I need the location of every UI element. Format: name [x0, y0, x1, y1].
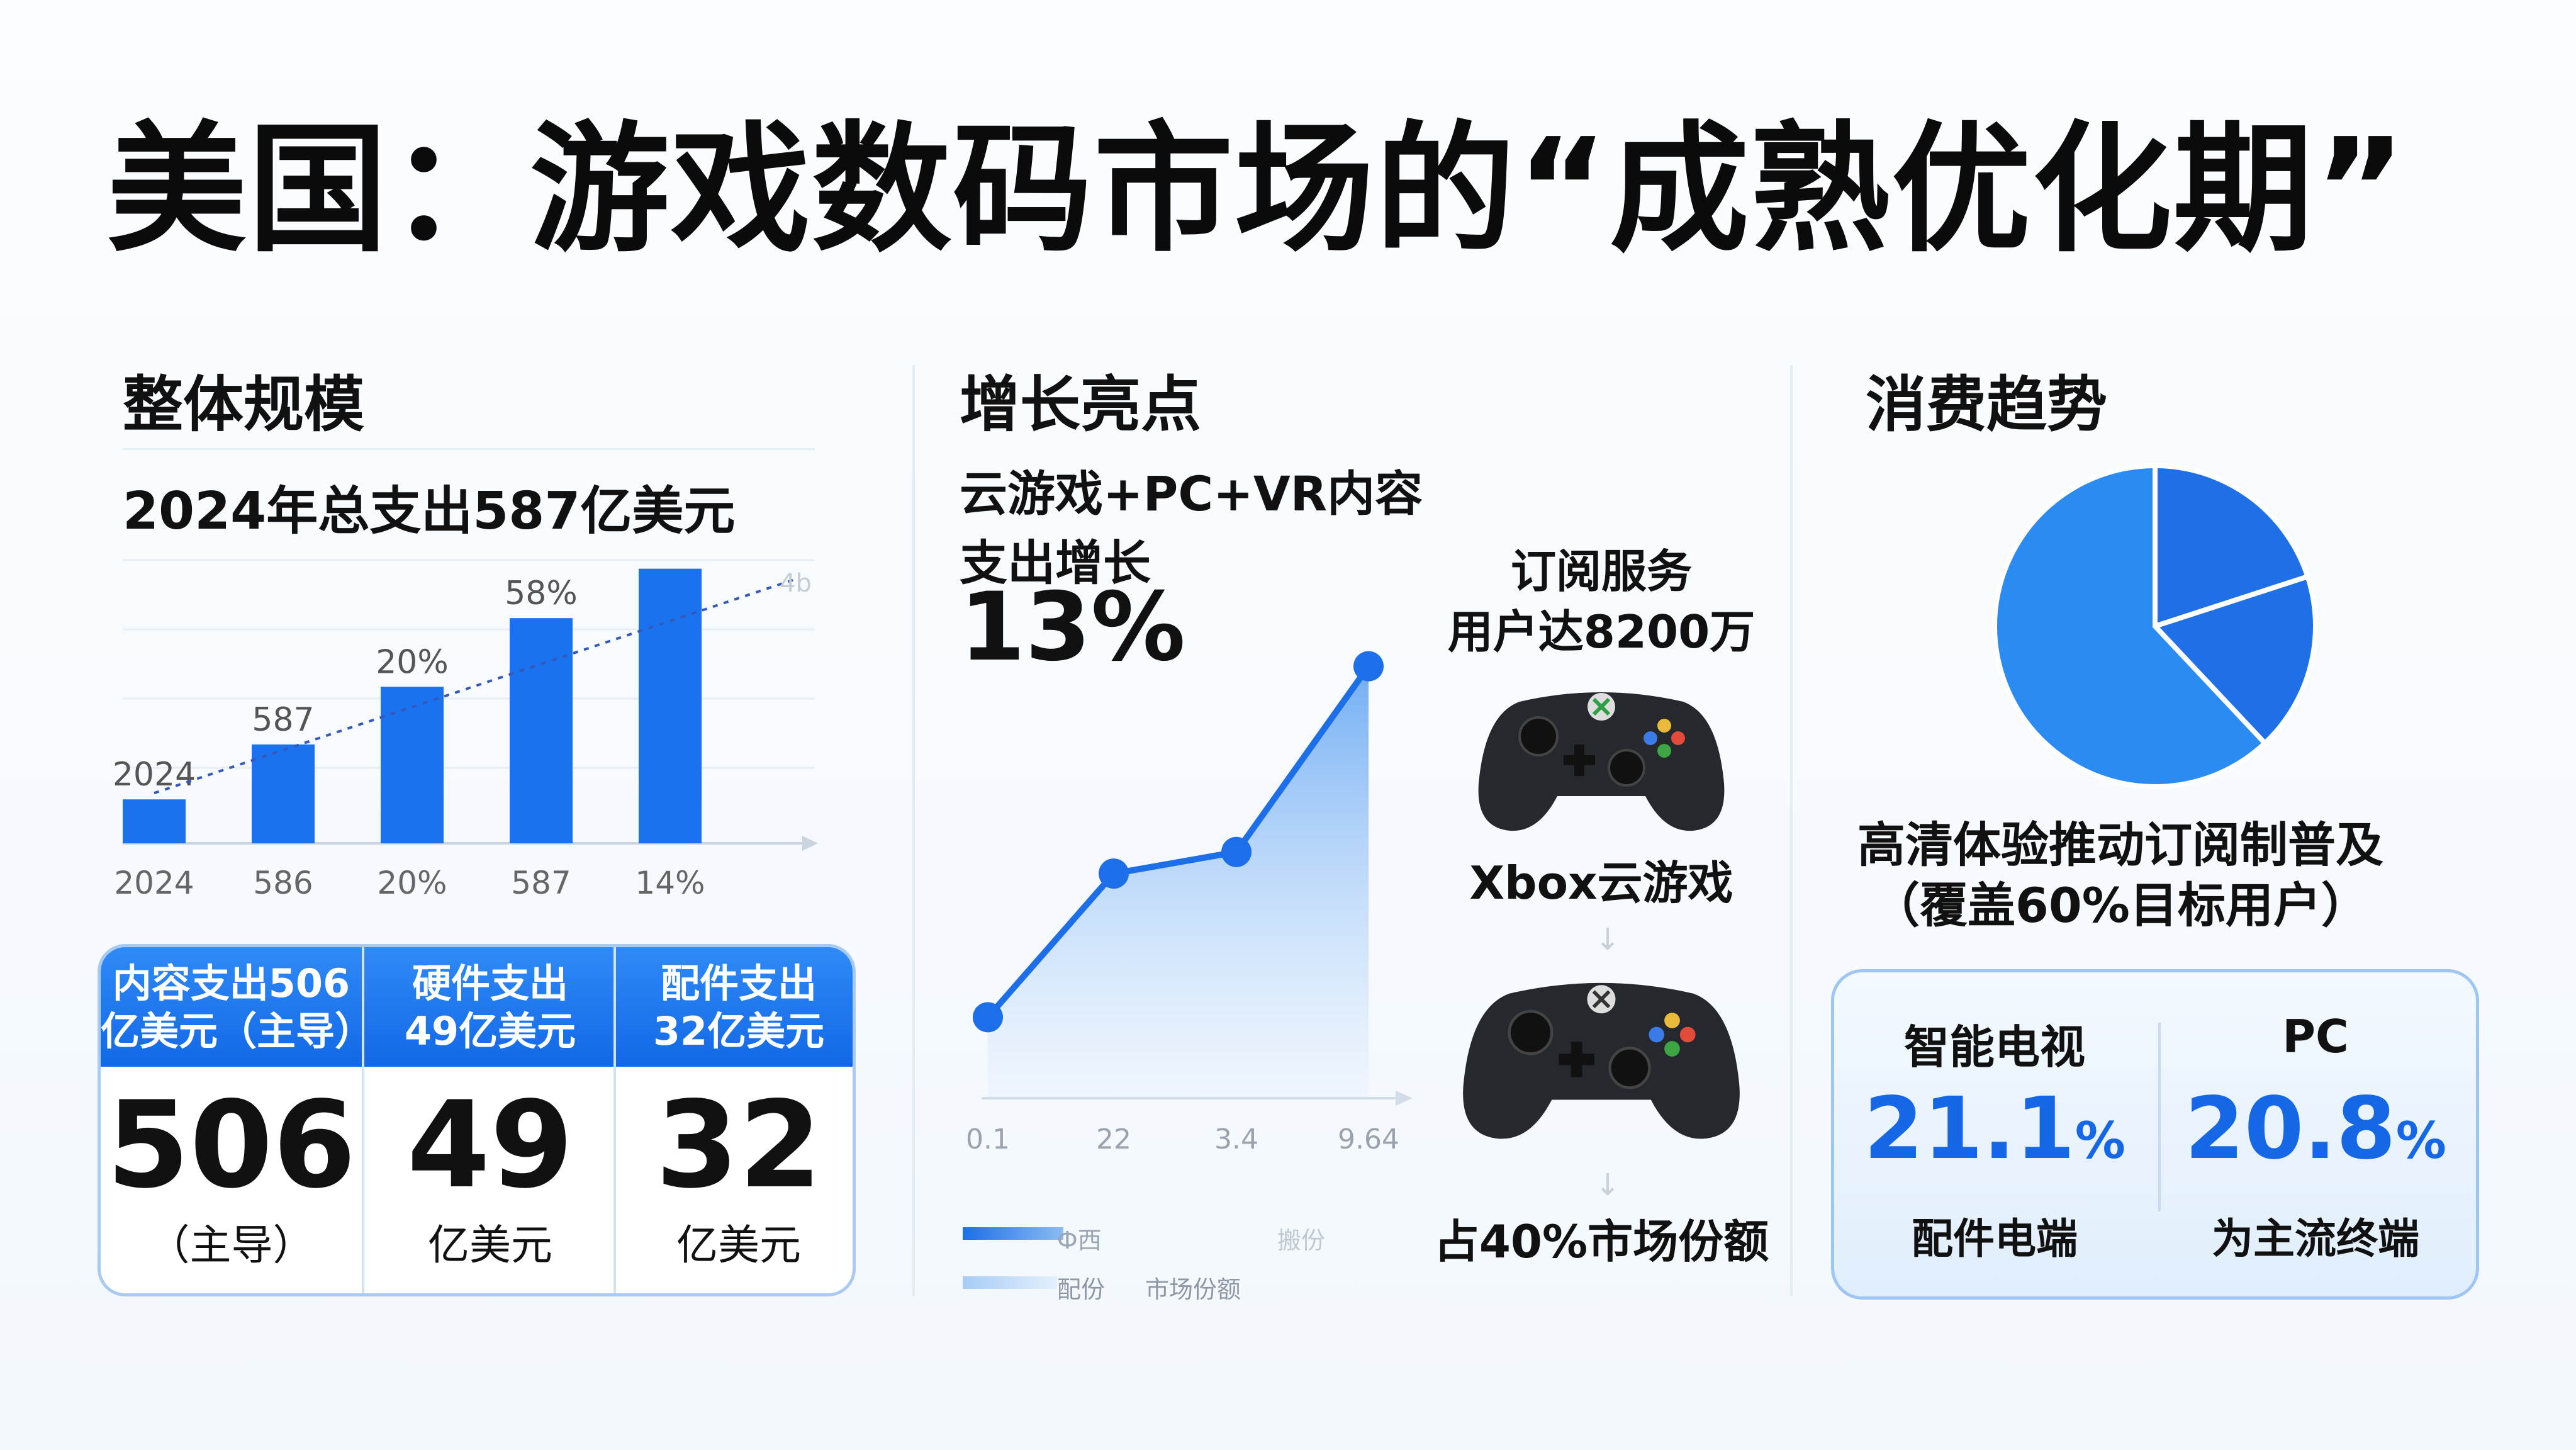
subscription-users: 订阅服务 用户达8200万	[1447, 545, 1756, 658]
x-axis-arrow	[802, 836, 818, 851]
bar-value-label: 587	[252, 701, 314, 739]
stat-caption: 亿美元	[676, 1221, 801, 1269]
trend-note: 高清体验推动订阅制普及 （覆盖60%目标用户）	[1857, 817, 2383, 933]
terminal-share-value: 20.8	[2185, 1079, 2396, 1179]
pie-slice	[2153, 463, 2311, 630]
line-chart: 0.1 22 3.4 9.64	[966, 651, 1413, 1155]
legend-label: 配份	[1057, 1276, 1106, 1303]
terminal-share: 20.8%	[2155, 1079, 2476, 1179]
arrow-down-icon: ↓	[1595, 922, 1621, 957]
section-rule	[123, 448, 815, 450]
terminal-share-card: 智能电视 21.1% 配件电端 PC 20.8% 为主流终端	[1831, 969, 2479, 1300]
terminal-pc: PC 20.8% 为主流终端	[2155, 972, 2476, 1296]
bar-value-label: 20%	[376, 643, 449, 681]
stat-column-hardware: 硬件支出 49亿美元 49 亿美元	[362, 947, 616, 1293]
terminal-smart-tv: 智能电视 21.1% 配件电端	[1834, 972, 2155, 1296]
column-divider	[1790, 365, 1793, 1296]
x-tick-label: 0.1	[966, 1123, 1010, 1155]
x-tick-label: 14%	[635, 865, 705, 901]
section-heading-trends: 消费趋势	[1866, 369, 2107, 440]
bar	[510, 618, 573, 843]
stat-column-accessories: 配件支出 32亿美元 32 亿美元	[613, 947, 853, 1293]
bar	[639, 568, 702, 843]
growth-subtitle: 云游戏+PC+VR内容 支出增长	[960, 466, 1423, 591]
section-heading-scale: 整体规模	[123, 369, 364, 440]
stat-value: 32	[655, 1076, 822, 1215]
line-area	[988, 666, 1369, 1098]
x-tick-label: 587	[511, 865, 571, 901]
table-header-bar	[101, 947, 853, 1067]
arrow-down-icon: ↓	[1595, 1167, 1621, 1203]
pie-chart	[1992, 463, 2318, 789]
game-controller-icon	[1463, 982, 1740, 1139]
stat-value: 49	[406, 1076, 574, 1215]
pie-slice	[1992, 463, 2269, 789]
x-tick-label: 3.4	[1214, 1123, 1258, 1155]
terminal-name: PC	[2282, 1010, 2349, 1063]
x-tick-label: 9.64	[1338, 1123, 1399, 1155]
terminal-desc: 配件电端	[1912, 1215, 2078, 1263]
card-divider	[2158, 1023, 2161, 1211]
terminal-name: 智能电视	[1903, 1021, 2085, 1074]
x-tick-label: 20%	[377, 865, 447, 901]
terminal-share-unit: %	[2395, 1111, 2446, 1170]
terminal-share-unit: %	[2075, 1111, 2125, 1170]
column-divider	[912, 365, 915, 1296]
section-heading-growth: 增长亮点	[960, 369, 1201, 440]
stat-caption: 亿美元	[428, 1221, 552, 1269]
x-axis-arrow	[1396, 1091, 1413, 1106]
legend-swatch	[963, 1276, 1057, 1289]
line-chart-legend: Ф西 搬份 配份 市场份额	[963, 1221, 1403, 1322]
legend-swatch	[963, 1227, 1063, 1240]
bar	[381, 687, 444, 843]
terminal-share-value: 21.1	[1864, 1079, 2075, 1179]
terminal-share: 21.1%	[1834, 1079, 2155, 1179]
legend-label: Ф西	[1057, 1227, 1102, 1254]
terminal-desc: 为主流终端	[2212, 1215, 2419, 1263]
bar	[123, 799, 186, 843]
bar-value-label: 58%	[505, 575, 578, 612]
page-title: 美国：游戏数码市场的“成熟优化期”	[107, 109, 2407, 271]
bar-chart: 2024 2024 587 586 20% 20% 58% 587 14% 4b	[113, 559, 818, 901]
trend-label: 4b	[780, 569, 812, 598]
stat-caption: （主导）	[148, 1221, 315, 1269]
growth-percentage: 13%	[960, 573, 1186, 682]
data-point	[1353, 651, 1384, 682]
data-point	[973, 1002, 1003, 1033]
stat-label: 硬件支出 49亿美元	[404, 960, 576, 1054]
game-controller-icon	[1478, 692, 1725, 831]
stat-column-content: 内容支出506 亿美元（主导） 506 （主导）	[101, 947, 374, 1293]
stat-value: 506	[106, 1076, 356, 1215]
x-tick-label: 586	[253, 865, 313, 901]
spending-breakdown-table: 内容支出506 亿美元（主导） 506 （主导） 硬件支出 49亿美元 49 亿…	[98, 944, 856, 1296]
x-tick-label: 2024	[114, 865, 194, 901]
legend-extra: 市场份额	[1145, 1276, 1241, 1303]
x-tick-label: 22	[1096, 1123, 1131, 1155]
bar	[252, 744, 315, 843]
data-point	[1221, 836, 1252, 867]
data-point	[1099, 858, 1129, 889]
scale-subtitle: 2024年总支出587亿美元	[123, 481, 736, 541]
legend-extra: 搬份	[1277, 1227, 1326, 1254]
market-share-label: 占40%市场份额	[1433, 1215, 1769, 1268]
stat-label: 内容支出506 亿美元（主导）	[101, 960, 374, 1054]
bar-value-label: 2024	[113, 756, 196, 794]
stat-label: 配件支出 32亿美元	[652, 960, 825, 1054]
pie-slice	[2150, 573, 2318, 747]
xbox-cloud-label: Xbox云游戏	[1469, 857, 1733, 909]
series-line	[985, 664, 1372, 1020]
